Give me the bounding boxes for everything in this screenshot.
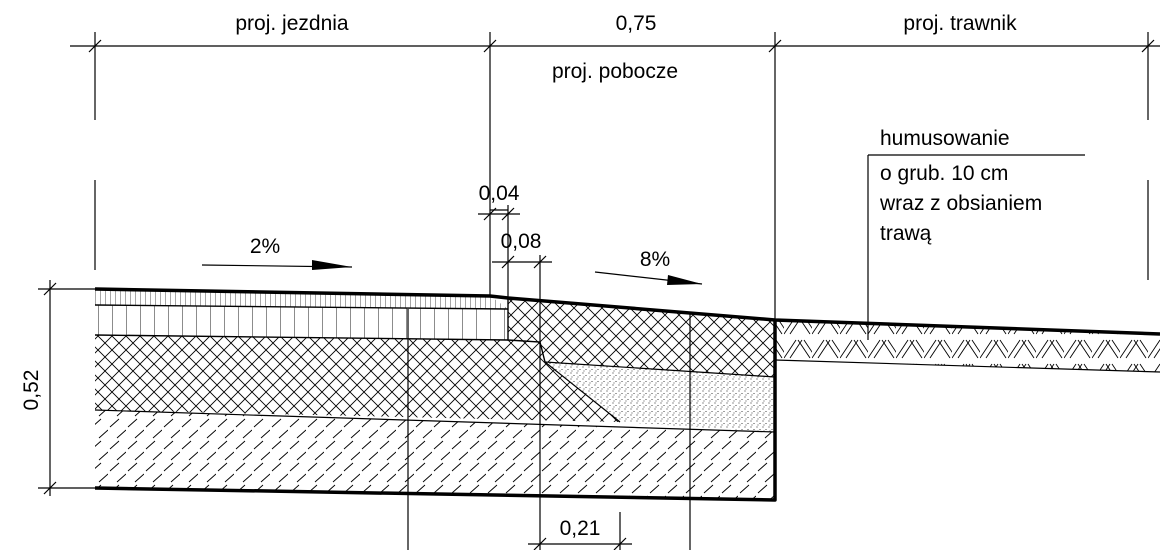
boundary-base-subbase [94, 409, 776, 433]
dimension-lines [38, 32, 1160, 550]
layer-lower-subbase [95, 410, 775, 500]
slope-arrows [201, 260, 703, 285]
label-slope-road: 2% [250, 235, 280, 258]
label-dim-021: 0,21 [560, 517, 601, 540]
label-trawnik: proj. trawnik [903, 12, 1017, 35]
note-line-3: wraz z obsianiem [879, 192, 1042, 215]
layer-boundaries [94, 287, 1160, 502]
bottom-line [94, 320, 777, 502]
layer-paving-blocks [95, 305, 508, 340]
label-jezdnia: proj. jezdnia [235, 12, 349, 35]
boundary-blocks-base [94, 334, 509, 341]
layer-sand-wedge [545, 362, 775, 432]
layer-fills [95, 289, 1160, 500]
arrow-head-road [312, 260, 352, 270]
curb-edge [507, 298, 546, 363]
note-line-4: trawą [880, 222, 932, 245]
layer-crossed-base [95, 298, 775, 422]
layer-surface-fine [95, 289, 508, 309]
label-depth: 0,52 [20, 370, 43, 411]
note-line-1: humusowanie [880, 127, 1010, 150]
label-pobocze: proj. pobocze [552, 60, 678, 83]
label-pobocze-width: 0,75 [616, 12, 657, 35]
boundary-fine-blocks [94, 304, 509, 310]
boundary-humus-bottom [774, 359, 1160, 373]
label-dim-004: 0,04 [479, 182, 520, 205]
note-leader [867, 154, 1085, 340]
layer-humus [775, 320, 1160, 372]
arrow-head-shoulder [667, 275, 702, 285]
label-slope-shoulder: 8% [640, 248, 670, 271]
note-line-2: o grub. 10 cm [880, 162, 1008, 185]
boundary-sand-top [544, 361, 776, 378]
label-dim-008: 0,08 [501, 230, 542, 253]
boundary-sand-slope [544, 361, 621, 423]
